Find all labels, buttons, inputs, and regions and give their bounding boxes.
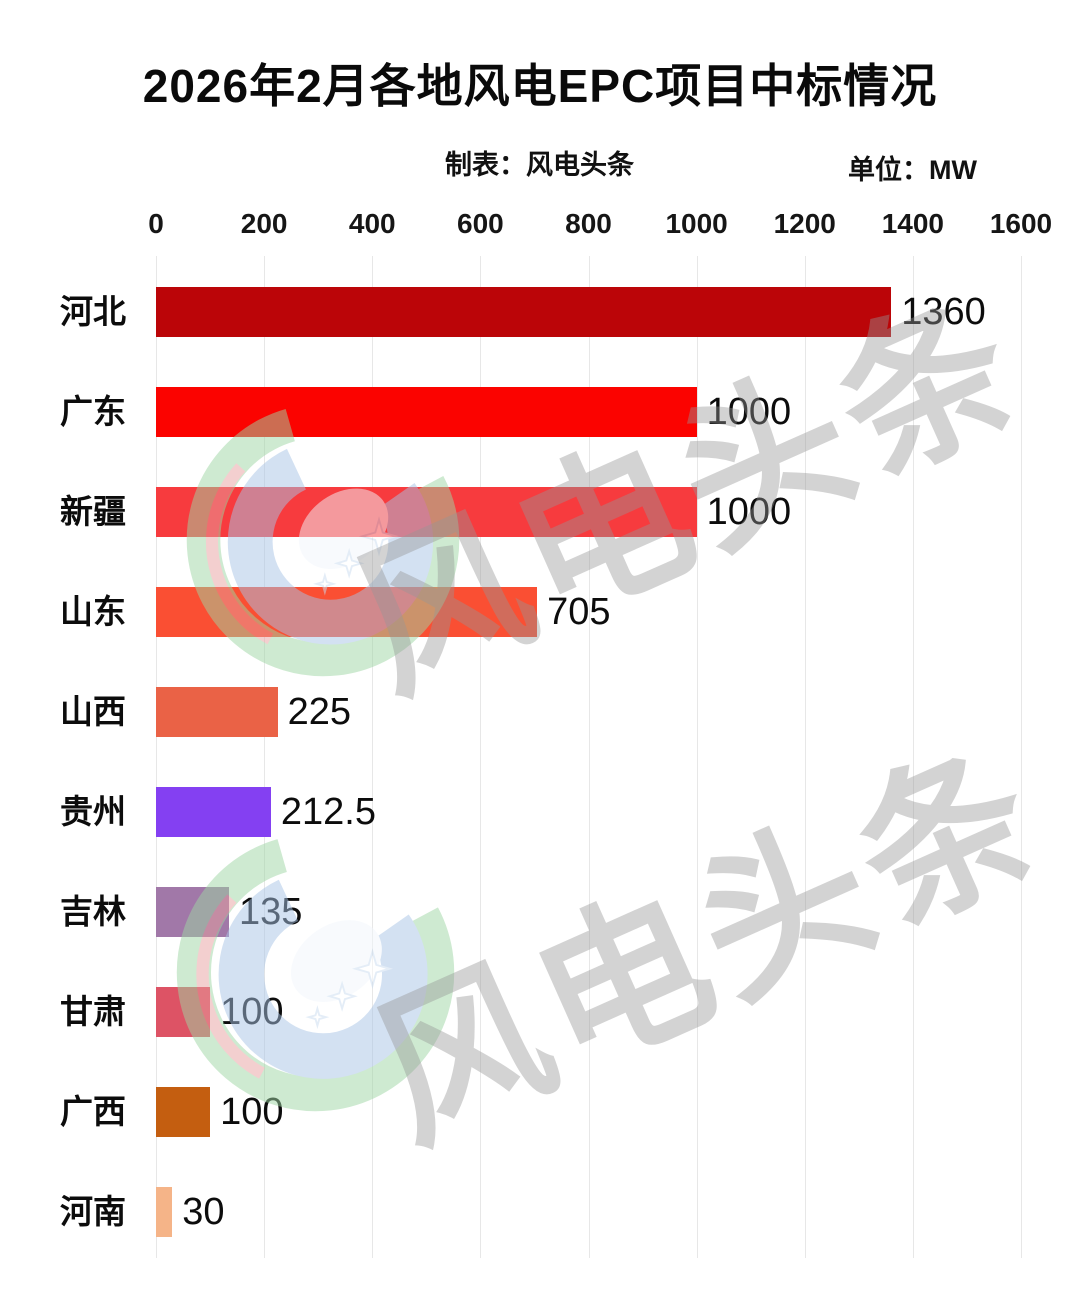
value-label: 1000 [706, 491, 792, 533]
gridline [696, 256, 698, 1258]
x-axis-tick-label: 1600 [989, 208, 1053, 239]
page-title: 2026年2月各地风电EPC项目中标情况 [142, 60, 938, 112]
gridline [372, 256, 374, 1258]
value-label: 212.5 [280, 791, 376, 833]
bar [156, 587, 538, 637]
category-label: 河北 [60, 293, 126, 330]
gridline [156, 256, 157, 1258]
value-label: 100 [220, 991, 284, 1033]
category-label: 广东 [60, 393, 126, 430]
bar [156, 1187, 173, 1237]
credit-label: 制表：风电头条 [445, 150, 634, 180]
unit-label: 单位：MW [848, 155, 977, 185]
x-axis-tick-label: 400 [348, 208, 396, 239]
gridline [480, 256, 482, 1258]
category-label: 河南 [60, 1193, 126, 1230]
category-label: 贵州 [60, 793, 126, 830]
gridline [912, 256, 914, 1258]
category-label: 山东 [60, 593, 126, 630]
category-label: 吉林 [60, 893, 126, 930]
gridline [264, 256, 266, 1258]
value-label: 1000 [706, 391, 792, 433]
bar [156, 287, 892, 337]
value-label: 30 [182, 1191, 225, 1233]
x-axis-tick-label: 1400 [881, 208, 945, 239]
x-axis-tick-label: 1200 [773, 208, 836, 239]
x-axis-tick-label: 800 [565, 208, 612, 239]
x-axis-tick-label: 0 [148, 208, 164, 239]
category-label: 甘肃 [60, 993, 126, 1030]
bar [156, 1087, 211, 1137]
category-label: 新疆 [60, 493, 126, 530]
value-label: 100 [220, 1091, 284, 1133]
value-label: 225 [287, 691, 352, 733]
x-axis-tick-label: 200 [240, 208, 288, 239]
bar [156, 687, 278, 737]
bar [156, 887, 229, 937]
value-label: 135 [238, 891, 303, 933]
gridline [588, 256, 590, 1258]
category-label: 山西 [60, 693, 126, 730]
x-axis-tick-label: 600 [457, 208, 504, 239]
bar [156, 387, 697, 437]
x-axis-tick-label: 1000 [665, 208, 728, 239]
bar [156, 787, 271, 837]
bar [156, 487, 697, 537]
value-label: 705 [547, 591, 611, 633]
value-label: 1360 [901, 291, 986, 333]
category-label: 广西 [60, 1093, 126, 1130]
gridline [804, 256, 806, 1258]
gridline [1021, 256, 1022, 1258]
bar [156, 987, 211, 1037]
